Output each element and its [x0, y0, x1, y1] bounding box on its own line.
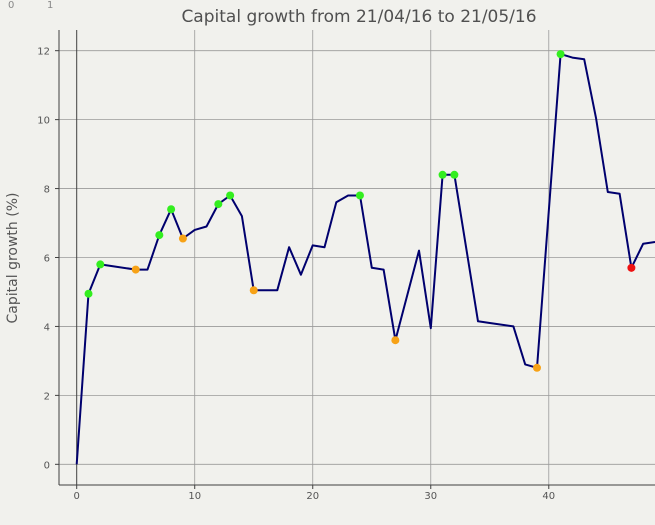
x-tick-label: 0: [74, 491, 80, 502]
marker-down-point: [391, 336, 400, 345]
y-tick-label: 2: [44, 391, 50, 402]
grid: [59, 30, 655, 485]
y-tick-label: 4: [44, 322, 50, 333]
marker-up-point: [214, 200, 223, 209]
series-line-group: [75, 53, 655, 465]
y-tick-label: 12: [37, 47, 50, 58]
corner-label-left: 0: [8, 0, 15, 11]
y-axis-label: Capital growth (%): [5, 193, 21, 324]
marker-up-point: [167, 205, 176, 214]
markers: [84, 50, 636, 372]
marker-up-point: [355, 191, 364, 200]
y-tick-label: 0: [44, 460, 50, 471]
corner-label-right: 1: [47, 0, 54, 11]
marker-down-point: [131, 265, 140, 274]
marker-up-point: [226, 191, 235, 200]
x-tick-label: 30: [424, 491, 437, 502]
tick-labels: 0 2 4 6 8 10 12 0 10 20 30 40: [37, 47, 555, 502]
y-tick-label: 8: [44, 185, 50, 196]
marker-down-point: [532, 363, 541, 372]
marker-up-point: [438, 170, 447, 179]
marker-last-point: [627, 263, 636, 272]
marker-down-point: [178, 234, 187, 243]
x-tick-label: 40: [542, 491, 555, 502]
chart-title: Capital growth from 21/04/16 to 21/05/16: [181, 7, 536, 27]
x-tick-label: 10: [188, 491, 201, 502]
marker-down-point: [249, 286, 258, 295]
axes: [55, 30, 655, 489]
marker-up-point: [450, 170, 459, 179]
x-tick-label: 20: [306, 491, 319, 502]
marker-up-point: [96, 260, 105, 269]
marker-up-point: [84, 289, 93, 298]
marker-up-point: [155, 231, 164, 240]
y-tick-label: 10: [37, 116, 50, 127]
series-line: [75, 53, 655, 465]
marker-up-point: [556, 50, 565, 59]
y-tick-label: 6: [44, 254, 50, 265]
